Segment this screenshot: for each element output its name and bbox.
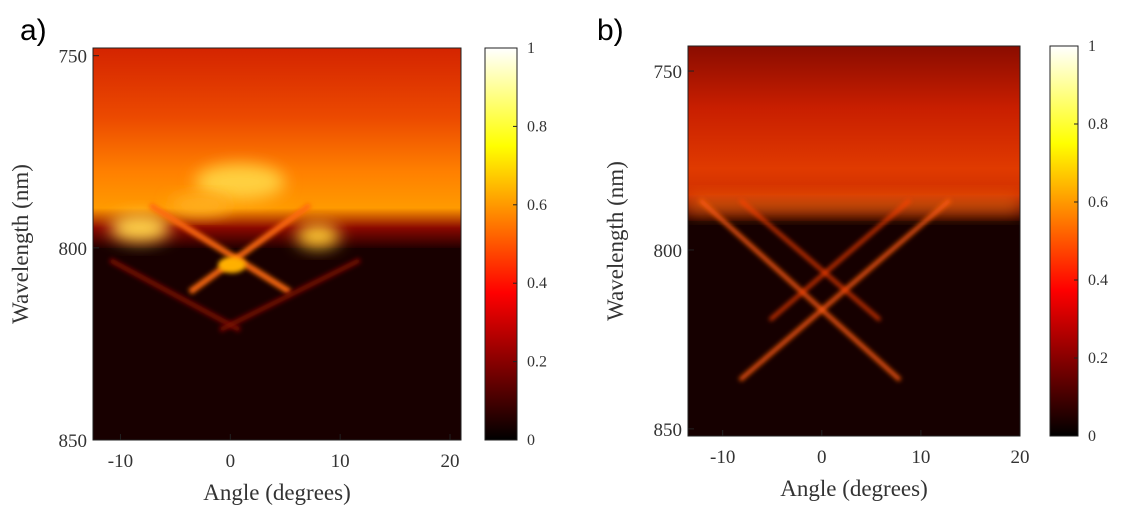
colorbar-tick-label: 0.2: [527, 354, 547, 371]
x-tick-label: 0: [226, 451, 236, 472]
colorbar-tick-label: 0: [1088, 428, 1096, 445]
heatmap-image: [93, 48, 461, 440]
colorbar-tick-label: 0.8: [1088, 116, 1108, 133]
y-tick-label: 800: [654, 241, 683, 262]
y-tick-label: 750: [59, 47, 88, 68]
x-tick-label: 10: [911, 447, 930, 468]
panel-label: a): [20, 14, 47, 47]
heatmap-image: [688, 46, 1020, 436]
colorbar-tick-label: 0.8: [527, 118, 547, 135]
y-axis-label: Wavelength (nm): [603, 161, 628, 321]
x-tick-label: 20: [1011, 447, 1030, 468]
y-axis-label: Wavelength (nm): [8, 164, 33, 324]
colorbar-tick-label: 0: [527, 432, 535, 449]
plot-frame: [92, 47, 462, 441]
colorbar: [1049, 45, 1079, 437]
colorbar-tick-label: 0.6: [527, 197, 547, 214]
colorbar-tick-label: 0.6: [1088, 194, 1108, 211]
x-tick-label: 10: [331, 451, 350, 472]
x-tick-label: -10: [108, 451, 133, 472]
y-tick-label: 850: [654, 420, 683, 441]
colorbar-tick-label: 0.2: [1088, 350, 1108, 367]
x-axis-label: Angle (degrees): [203, 480, 351, 505]
colorbar-tick-label: 0.4: [1088, 272, 1108, 289]
y-tick-label: 800: [59, 239, 88, 260]
colorbar-tick-label: 1: [527, 40, 535, 57]
colorbar-tick-label: 1: [1088, 38, 1096, 55]
panel-label: b): [597, 14, 624, 47]
plot-frame: [687, 45, 1021, 437]
y-tick-label: 850: [59, 431, 88, 452]
x-tick-label: -10: [710, 447, 735, 468]
y-tick-label: 750: [654, 62, 683, 83]
x-axis-label: Angle (degrees): [780, 476, 928, 501]
colorbar: [484, 47, 518, 441]
x-tick-label: 0: [817, 447, 827, 468]
colorbar-tick-label: 0.4: [527, 275, 547, 292]
x-tick-label: 20: [441, 451, 460, 472]
